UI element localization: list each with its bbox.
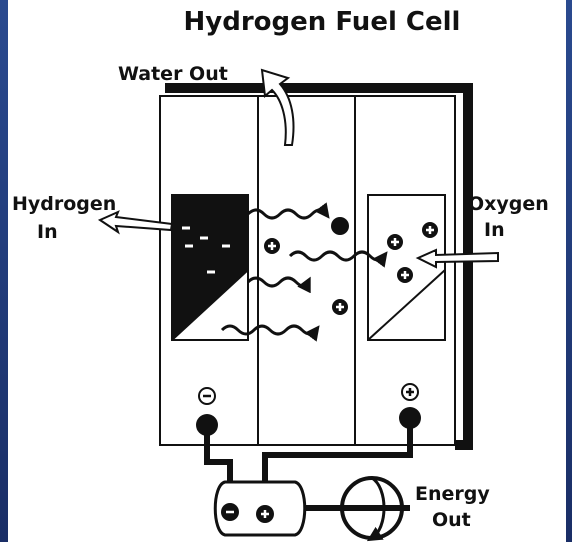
hydrogen-label: Hydrogen xyxy=(12,193,116,215)
oxygen-in-label: In xyxy=(484,219,505,241)
energy-label: Energy xyxy=(415,483,490,505)
oxygen-label: Oxygen xyxy=(468,193,549,215)
hydrogen-in-label: In xyxy=(37,221,58,243)
water-out-label: Water Out xyxy=(118,63,228,85)
title: Hydrogen Fuel Cell xyxy=(184,7,461,37)
diagram: Hydrogen Fuel Cell xyxy=(0,0,572,542)
energy-out-label: Out xyxy=(432,509,471,531)
